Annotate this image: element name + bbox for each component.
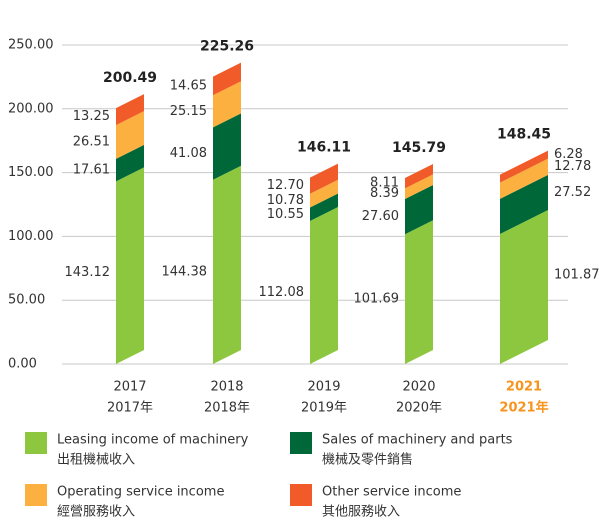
bar-segment [116, 94, 144, 126]
value-label: 26.51 [73, 134, 110, 149]
value-label: 10.55 [267, 207, 304, 222]
x-tick-label-sub: 2019年 [301, 401, 347, 416]
value-label: 27.52 [554, 185, 591, 200]
bar-segment [500, 174, 548, 235]
x-tick-label: 2017 [113, 380, 146, 395]
value-label: 101.69 [354, 292, 400, 307]
y-tick-label: 200.00 [8, 101, 54, 116]
total-label: 145.79 [392, 140, 446, 156]
bar-segment [405, 174, 433, 200]
x-tick-label-sub: 2017年 [107, 401, 153, 416]
value-label: 6.28 [554, 147, 583, 162]
bar-segment [116, 167, 144, 364]
bar-segment [405, 185, 433, 235]
value-label: 14.65 [170, 78, 207, 93]
bar-segment [310, 179, 338, 208]
x-tick-label: 2021 [506, 380, 542, 395]
bar-segment [405, 220, 433, 364]
y-tick-label: 0.00 [8, 357, 37, 372]
legend-label-zh: 出租機械收入 [57, 453, 135, 468]
x-tick-label-sub: 2020年 [396, 401, 442, 416]
y-tick-label: 50.00 [8, 293, 45, 308]
legend-swatch [25, 432, 47, 454]
bar-segment [116, 111, 144, 159]
legend-swatch [25, 484, 47, 506]
total-label: 200.49 [103, 70, 157, 86]
y-tick-label: 150.00 [8, 165, 54, 180]
legend-label-zh: 經營服務收入 [57, 505, 135, 520]
bar-segment [310, 193, 338, 221]
bar-segment [500, 210, 548, 364]
legend-swatch [290, 432, 312, 454]
value-label: 12.78 [554, 159, 591, 174]
bar-segment [310, 206, 338, 364]
value-label: 17.61 [73, 163, 110, 178]
total-label: 148.45 [497, 127, 551, 143]
y-tick-label: 250.00 [8, 38, 54, 53]
x-tick-label: 2019 [307, 380, 340, 395]
legend-label-zh: 其他服務收入 [322, 505, 400, 520]
value-label: 12.70 [267, 178, 304, 193]
legend-label: Operating service income [57, 485, 224, 500]
bar-segment [213, 62, 241, 96]
bar-segment [213, 113, 241, 180]
x-tick-label: 2018 [210, 380, 243, 395]
value-label: 25.15 [170, 104, 207, 119]
value-label: 10.78 [267, 193, 304, 208]
value-label: 112.08 [259, 285, 305, 300]
legend-label-zh: 機械及零件銷售 [322, 452, 413, 468]
x-tick-label-sub: 2021年 [499, 400, 548, 416]
legend-label: Other service income [322, 485, 461, 500]
x-tick-label: 2020 [402, 380, 435, 395]
value-label: 8.39 [370, 186, 399, 201]
value-label: 27.60 [362, 209, 399, 224]
value-label: 8.11 [370, 176, 399, 191]
legend-label: Leasing income of machinery [57, 433, 249, 448]
legend-swatch [290, 484, 312, 506]
value-label: 41.08 [170, 146, 207, 161]
legend-label: Sales of machinery and parts [322, 433, 513, 448]
bar-segment [310, 163, 338, 194]
bar-segment [116, 144, 144, 182]
value-label: 144.38 [162, 264, 208, 279]
total-label: 146.11 [297, 140, 351, 156]
bar-segment [405, 163, 433, 189]
bar-segment [213, 165, 241, 364]
total-label: 225.26 [200, 39, 254, 55]
y-tick-label: 100.00 [8, 229, 54, 244]
bar-segment [500, 158, 548, 199]
value-label: 13.25 [73, 109, 110, 124]
value-label: 143.12 [65, 265, 111, 280]
bar-segment [500, 150, 548, 183]
x-tick-label-sub: 2018年 [204, 401, 250, 416]
value-label: 101.87 [554, 268, 599, 283]
bar-segment [213, 81, 241, 128]
